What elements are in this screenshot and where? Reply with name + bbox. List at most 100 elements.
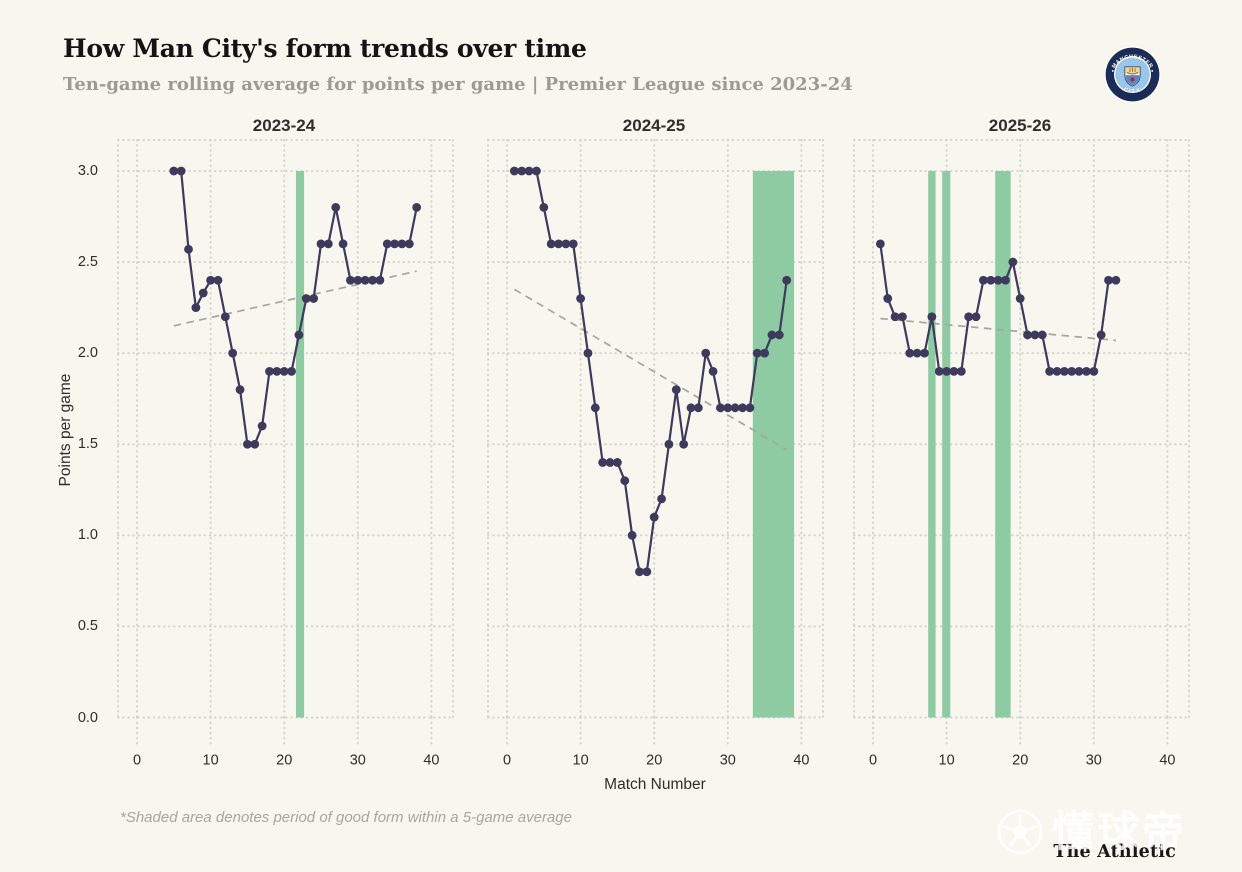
y-tick-label: 0.0 (77, 709, 98, 726)
data-point (235, 385, 245, 394)
data-point (730, 403, 740, 413)
data-point (716, 403, 725, 413)
data-point (686, 403, 696, 413)
data-point (949, 366, 959, 376)
data-point (760, 348, 769, 358)
data-point (323, 239, 333, 249)
y-tick-label: 1.0 (77, 527, 98, 544)
data-point (971, 312, 981, 322)
data-point (301, 294, 311, 303)
data-point (294, 330, 304, 340)
x-tick-label: 0 (133, 753, 141, 769)
trend-line (173, 270, 417, 327)
data-point (1089, 366, 1099, 376)
data-point (664, 439, 674, 449)
data-point (228, 348, 238, 358)
data-point (539, 203, 549, 212)
x-tick-label: 40 (793, 753, 809, 769)
data-point (169, 166, 179, 176)
data-point (250, 439, 260, 449)
x-tick-label: 40 (423, 753, 439, 769)
data-point (243, 439, 252, 449)
good-form-band (752, 170, 795, 718)
data-point (693, 403, 703, 413)
data-point (375, 275, 385, 285)
data-point (1008, 257, 1018, 267)
data-point (583, 348, 593, 358)
data-point (517, 166, 527, 176)
data-point (767, 330, 777, 340)
data-point (206, 275, 215, 285)
data-point (368, 275, 377, 285)
y-tick-label: 2.0 (77, 345, 98, 362)
data-point (657, 494, 666, 504)
x-tick-label: 40 (1159, 753, 1175, 769)
data-point (605, 458, 615, 467)
x-tick-label: 30 (720, 753, 736, 769)
page-title: How Man City's form trends over time (63, 34, 587, 63)
y-axis-label: Points per game (57, 373, 74, 487)
data-point (912, 348, 922, 358)
data-point (346, 275, 355, 285)
data-point (279, 366, 289, 376)
data-point (382, 239, 392, 249)
good-form-band (295, 170, 305, 718)
gridlines (117, 139, 454, 745)
data-point (412, 203, 422, 212)
data-point (561, 239, 571, 249)
data-point (875, 239, 885, 249)
data-point (679, 439, 689, 449)
data-point (620, 476, 630, 486)
panel-title: 2024-25 (622, 116, 686, 135)
data-point (213, 275, 223, 285)
data-point (927, 312, 937, 322)
data-point (1045, 366, 1055, 376)
trend-line (880, 317, 1116, 342)
data-point (220, 312, 230, 322)
data-point (986, 275, 996, 285)
svg-text:CITY: CITY (1123, 87, 1143, 95)
data-point (576, 294, 585, 303)
good-form-band (995, 170, 1011, 718)
trend-line (513, 288, 788, 451)
data-point (265, 366, 274, 376)
x-tick-label: 0 (503, 753, 511, 769)
data-point (890, 312, 900, 322)
y-tick-label: 1.5 (77, 436, 98, 453)
data-point (993, 275, 1003, 285)
panel-title: 2025-26 (988, 116, 1052, 135)
data-point (353, 275, 363, 285)
data-point (1037, 330, 1047, 340)
data-point (1074, 366, 1084, 376)
x-tick-label: 20 (276, 753, 292, 769)
data-point (723, 403, 733, 413)
data-point (635, 567, 644, 577)
data-point (964, 312, 974, 322)
data-point (883, 294, 893, 303)
data-point (331, 203, 341, 212)
data-point (701, 348, 711, 358)
data-point (745, 403, 755, 413)
data-point (934, 366, 944, 376)
x-tick-label: 30 (1086, 753, 1102, 769)
data-point (524, 166, 534, 176)
y-tick-label: 2.5 (77, 254, 98, 271)
y-tick-label: 0.5 (77, 618, 98, 635)
data-point (546, 239, 556, 249)
x-tick-label: 30 (350, 753, 366, 769)
data-point (1052, 366, 1062, 376)
gridlines (853, 139, 1190, 745)
data-point (649, 512, 659, 522)
the-athletic-logo: The Athletic (1053, 842, 1176, 862)
data-point (613, 458, 622, 467)
x-tick-label: 10 (203, 753, 219, 769)
data-point (390, 239, 399, 249)
footnote: *Shaded area denotes period of good form… (120, 809, 572, 826)
data-point (184, 244, 193, 254)
data-point (191, 303, 201, 313)
data-point (598, 458, 608, 467)
data-point (979, 275, 988, 285)
data-point (176, 166, 186, 176)
data-point (920, 348, 929, 358)
